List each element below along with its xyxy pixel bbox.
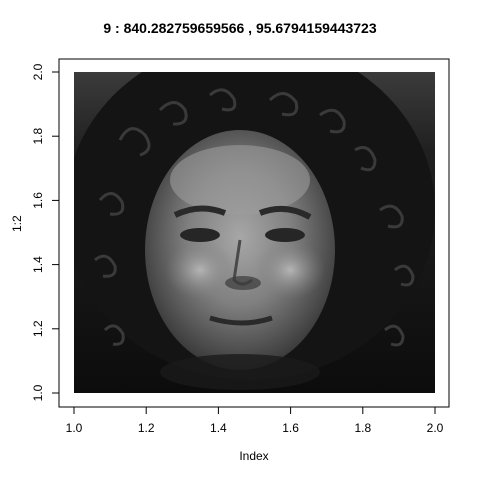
x-axis-label: Index — [239, 449, 269, 463]
y-tick-label: 1.4 — [31, 256, 45, 273]
y-tick-label: 2.0 — [31, 63, 45, 80]
y-axis: 1.0 1.2 1.4 1.6 1.8 2.0 — [31, 63, 60, 401]
y-tick-label: 1.2 — [31, 320, 45, 337]
image-raster — [74, 72, 435, 393]
y-tick-label: 1.6 — [31, 192, 45, 209]
x-tick-label: 1.2 — [138, 421, 155, 435]
x-tick-label: 1.0 — [66, 421, 83, 435]
x-axis: 1.0 1.2 1.4 1.6 1.8 2.0 — [66, 406, 444, 435]
x-tick-label: 1.4 — [210, 421, 227, 435]
x-tick-label: 2.0 — [427, 421, 444, 435]
y-tick-label: 1.8 — [31, 128, 45, 145]
chart-title: 9 : 840.282759659566 , 95.6794159443723 — [103, 20, 377, 36]
y-tick-label: 1.0 — [31, 384, 45, 401]
x-tick-label: 1.8 — [354, 421, 371, 435]
x-tick-label: 1.6 — [282, 421, 299, 435]
